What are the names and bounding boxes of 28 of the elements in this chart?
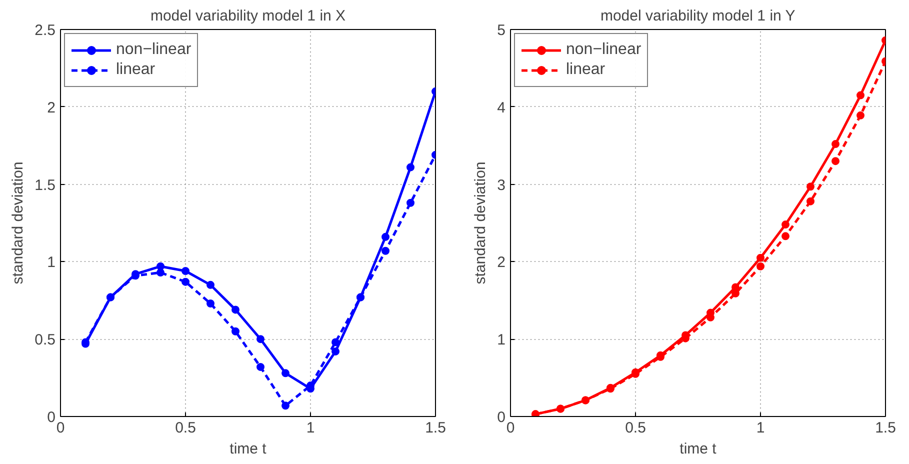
y-tick-label: 3 [497,176,506,194]
y-tick-label: 1.5 [34,176,56,194]
y-tick-label: 0 [47,409,56,426]
x-axis-title: time t [230,440,268,458]
legend-label: linear [566,61,606,79]
y-tick-label: 0.5 [34,332,56,349]
x-axis-title: time t [680,440,718,458]
chart-title: model variability model 1 in X [150,8,346,24]
y-tick-label: 4 [497,99,506,116]
legend-label: linear [116,61,156,79]
y-tick-label: 2.5 [34,22,56,39]
y-tick-label: 2 [497,254,506,272]
x-tick-label: 0.5 [175,420,196,436]
chart-title: model variability model 1 in Y [600,8,796,24]
y-tick-label: 1 [497,332,506,349]
x-tick-label: 1 [756,420,765,436]
y-axis-title: standard deviation [10,162,27,284]
x-tick-label: 0.5 [625,420,646,436]
y-tick-label: 2 [47,99,56,116]
legend-label: non−linear [566,41,642,59]
y-tick-label: 5 [497,22,506,39]
y-tick-label: 1 [47,254,56,272]
legend-label: non−linear [116,41,192,59]
x-tick-label: 1.5 [425,420,446,436]
x-tick-label: 1 [306,420,315,436]
x-tick-label: 1.5 [875,420,896,436]
y-tick-label: 0 [497,409,506,426]
y-axis-title: standard deviation [472,162,490,284]
